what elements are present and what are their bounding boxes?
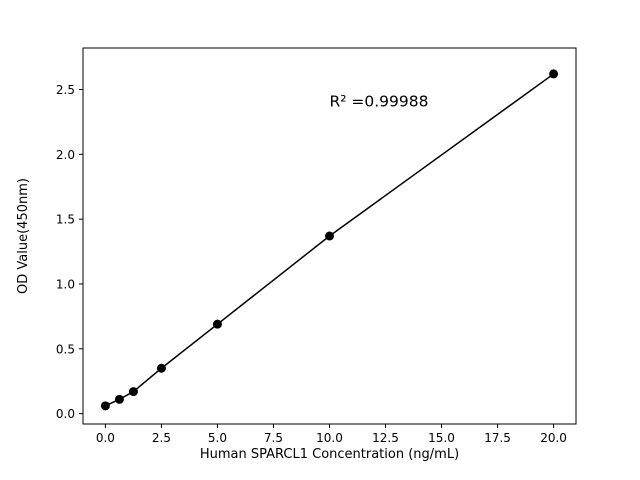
data-point	[212, 319, 222, 329]
x-axis-tick-label: 10.0	[316, 431, 343, 445]
y-axis-tick-label: 0.0	[56, 407, 75, 421]
x-axis-tick-label: 0.0	[96, 431, 115, 445]
y-axis-tick-label: 1.5	[56, 213, 75, 227]
x-axis-tick-label: 12.5	[372, 431, 399, 445]
y-axis-label: OD Value(450nm)	[16, 178, 31, 294]
data-point	[325, 231, 334, 241]
x-axis-tick-label: 2.5	[152, 431, 171, 445]
data-point	[128, 387, 138, 397]
x-axis-tick-label: 5.0	[208, 431, 227, 445]
x-axis-tick-label: 17.5	[484, 431, 511, 445]
x-axis-tick-label: 15.0	[428, 431, 455, 445]
y-axis-tick-label: 2.5	[56, 83, 75, 97]
data-point	[114, 394, 124, 404]
data-point	[156, 363, 166, 373]
r-squared-annotation: R² =0.99988	[330, 92, 429, 110]
data-point	[100, 401, 110, 411]
y-axis-tick-label: 0.5	[56, 342, 75, 356]
x-axis-tick-label: 7.5	[264, 431, 283, 445]
y-axis-tick-label: 1.0	[56, 277, 75, 291]
x-axis-tick-label: 20.0	[540, 431, 567, 445]
y-axis-tick-label: 2.0	[56, 148, 75, 162]
x-axis-label: Human SPARCL1 Concentration (ng/mL)	[200, 447, 459, 462]
data-point	[549, 69, 559, 79]
